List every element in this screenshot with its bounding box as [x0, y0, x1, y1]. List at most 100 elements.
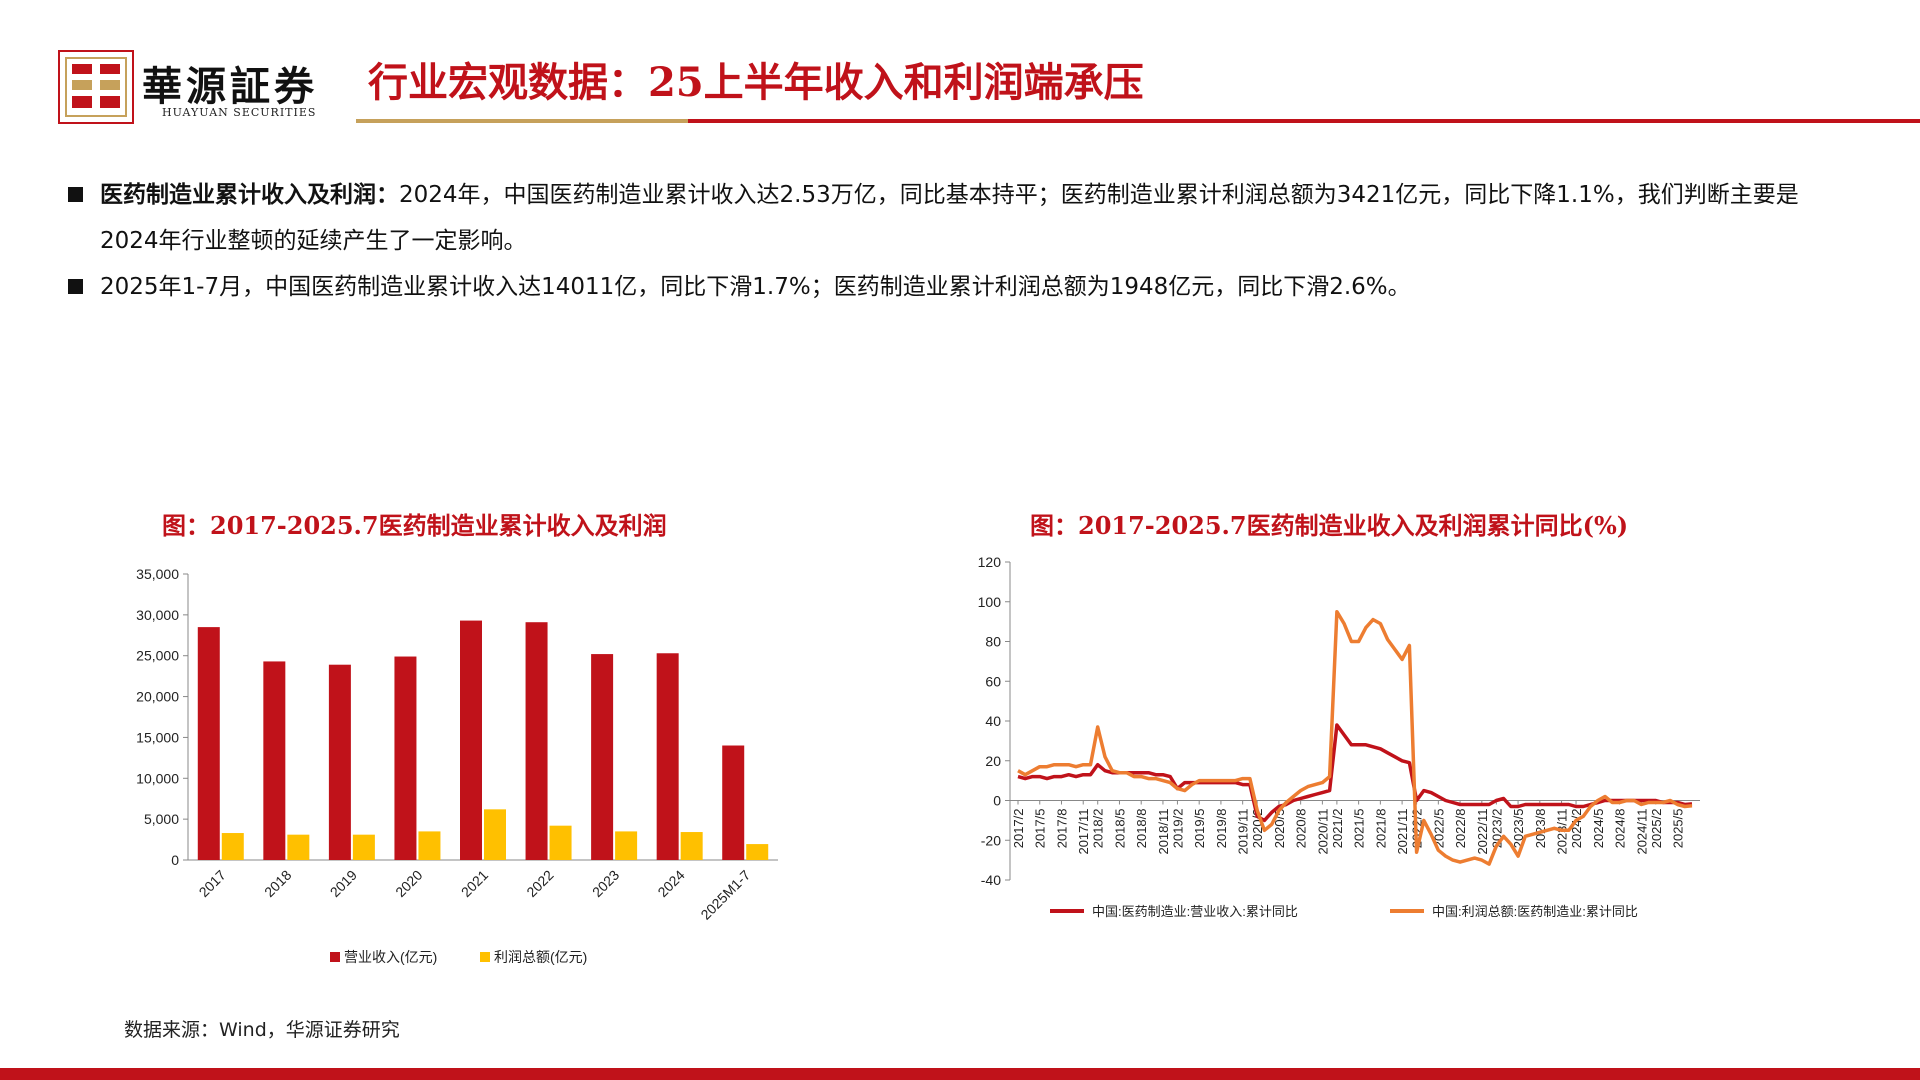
line-x-tick-label: 2023/2 [1489, 809, 1504, 849]
line-x-tick-label: 2021/2 [1330, 809, 1345, 849]
bar-x-tick-label: 2019 [327, 867, 360, 900]
bar-x-tick-label: 2021 [458, 867, 491, 900]
line-x-tick-label: 2021/11 [1395, 809, 1410, 855]
line-x-tick-label: 2025/2 [1649, 809, 1664, 849]
bar-y-tick-label: 20,000 [136, 689, 179, 705]
profit-bar [746, 844, 769, 860]
bar-chart-title: 图：2017-2025.7医药制造业累计收入及利润 [162, 511, 667, 540]
line-x-tick-label: 2022/11 [1475, 809, 1490, 855]
profit-yoy-line [1017, 609, 1693, 866]
bar-y-tick-label: 30,000 [136, 607, 179, 623]
revenue-bar [197, 627, 220, 860]
bar-x-tick-label: 2025M1-7 [697, 867, 753, 923]
line-x-tick-label: 2020/11 [1315, 809, 1330, 855]
revenue-bar [263, 661, 286, 860]
revenue-bar [656, 653, 679, 860]
legend-swatch-revenue [330, 952, 340, 962]
profit-bar [352, 834, 375, 860]
line-y-tick-label: 40 [985, 713, 1001, 729]
revenue-bar [722, 745, 745, 860]
line-x-tick-label: 2019/2 [1170, 809, 1185, 849]
bullet-item: 医药制造业累计收入及利润：2024年，中国医药制造业累计收入达2.53万亿，同比… [64, 172, 1854, 264]
profit-bar [615, 831, 638, 860]
bar-x-tick-label: 2017 [196, 867, 229, 900]
line-x-tick-label: 2018/2 [1091, 809, 1106, 849]
legend-label-revenue-yoy: 中国:医药制造业:营业收入:累计同比 [1092, 904, 1298, 919]
line-chart-title: 图：2017-2025.7医药制造业收入及利润累计同比(%) [1030, 511, 1629, 540]
line-x-tick-label: 2024/8 [1613, 809, 1628, 849]
line-x-tick-label: 2019/11 [1236, 809, 1251, 855]
line-x-tick-label: 2019/5 [1192, 809, 1207, 849]
bar-y-tick-label: 5,000 [144, 811, 179, 827]
profit-bar [221, 833, 244, 860]
line-x-tick-label: 2024/11 [1634, 809, 1649, 855]
profit-bar [549, 825, 572, 860]
bar-x-tick-label: 2024 [654, 867, 687, 900]
line-x-tick-label: 2018/11 [1156, 809, 1171, 855]
bar-y-tick-label: 10,000 [136, 770, 179, 786]
bar-y-tick-label: 0 [171, 852, 179, 868]
bar-x-tick-label: 2020 [392, 867, 425, 900]
revenue-bar [460, 620, 482, 860]
line-y-tick-label: 20 [985, 753, 1001, 769]
bullet-heading: 医药制造业累计收入及利润： [100, 182, 399, 208]
bullet-item: 2025年1-7月，中国医药制造业累计收入达14011亿，同比下滑1.7%；医药… [64, 264, 1854, 310]
header-divider-gold [356, 119, 688, 123]
line-y-tick-label: 120 [978, 554, 1002, 570]
bar-x-tick-label: 2022 [523, 867, 556, 900]
brand-name-cn: 華源証券 [142, 63, 318, 110]
footer-bar [0, 1068, 1920, 1080]
header-divider-red [688, 119, 1920, 123]
huayuan-seal-icon [58, 50, 134, 124]
line-y-tick-label: 100 [978, 594, 1002, 610]
profit-bar [418, 831, 441, 860]
line-x-tick-label: 2024/5 [1591, 809, 1606, 849]
bar-x-tick-label: 2023 [589, 867, 622, 900]
line-x-tick-label: 2023/8 [1533, 809, 1548, 849]
bar-y-tick-label: 25,000 [136, 648, 179, 664]
legend-swatch-profit [480, 952, 490, 962]
revenue-bar [591, 654, 614, 860]
line-y-tick-label: 80 [985, 634, 1001, 650]
data-source-note: 数据来源：Wind，华源证券研究 [124, 1019, 400, 1041]
page-title: 行业宏观数据：25上半年收入和利润端承压 [368, 59, 1144, 106]
line-x-tick-label: 2017/2 [1011, 809, 1026, 849]
bullet-square-icon [68, 187, 83, 202]
bullet-text: 2025年1-7月，中国医药制造业累计收入达14011亿，同比下滑1.7%；医药… [100, 274, 1411, 300]
line-x-tick-label: 2020/8 [1294, 809, 1309, 849]
bar-y-tick-label: 35,000 [136, 566, 179, 582]
legend-label-profit-yoy: 中国:利润总额:医药制造业:累计同比 [1432, 904, 1638, 919]
yoy-growth-line-chart: -40 -20 0 20 40 60 80 100 120 2017/2 2017/5 2017/8 2… [978, 554, 1700, 919]
legend-label-revenue: 营业收入(亿元) [344, 949, 437, 965]
line-x-tick-label: 2023/5 [1511, 809, 1526, 849]
line-y-tick-label: 60 [985, 673, 1001, 689]
huayuan-logo: 華源証券 HUAYUAN SECURITIES [58, 50, 338, 126]
line-x-tick-label: 2021/5 [1352, 809, 1367, 849]
revenue-bar [394, 656, 417, 860]
line-x-tick-label: 2017/5 [1033, 809, 1048, 849]
line-y-tick-label: -40 [981, 872, 1001, 888]
profit-bar [484, 809, 506, 860]
brand-name-en: HUAYUAN SECURITIES [162, 106, 317, 119]
line-x-tick-label: 2018/5 [1112, 809, 1127, 849]
summary-bullets: 医药制造业累计收入及利润：2024年，中国医药制造业累计收入达2.53万亿，同比… [64, 172, 1854, 310]
bar-y-tick-label: 15,000 [136, 729, 179, 745]
revenue-bar [525, 622, 548, 860]
line-x-tick-label: 2020/5 [1272, 809, 1287, 849]
profit-bar [287, 834, 310, 860]
line-x-tick-label: 2021/8 [1373, 809, 1388, 849]
bar-x-tick-label: 2018 [261, 867, 294, 900]
bullet-text: 2024年，中国医药制造业累计收入达2.53万亿，同比基本持平；医药制造业累计利… [100, 182, 1799, 254]
profit-bar [680, 832, 703, 860]
line-x-tick-label: 2025/5 [1671, 809, 1686, 849]
line-y-tick-label: -20 [981, 832, 1001, 848]
revenue-bar [328, 664, 351, 860]
line-x-tick-label: 2022/5 [1431, 809, 1446, 849]
line-x-tick-label: 2019/8 [1214, 809, 1229, 849]
bullet-square-icon [68, 279, 83, 294]
line-x-tick-label: 2017/11 [1076, 809, 1091, 855]
line-x-tick-label: 2022/8 [1453, 809, 1468, 849]
legend-label-profit: 利润总额(亿元) [494, 949, 587, 965]
line-y-tick-label: 0 [993, 793, 1001, 809]
revenue-profit-bar-chart: 0 5,000 10,000 15,000 20,000 25,000 30,000 35,0… [136, 566, 778, 965]
